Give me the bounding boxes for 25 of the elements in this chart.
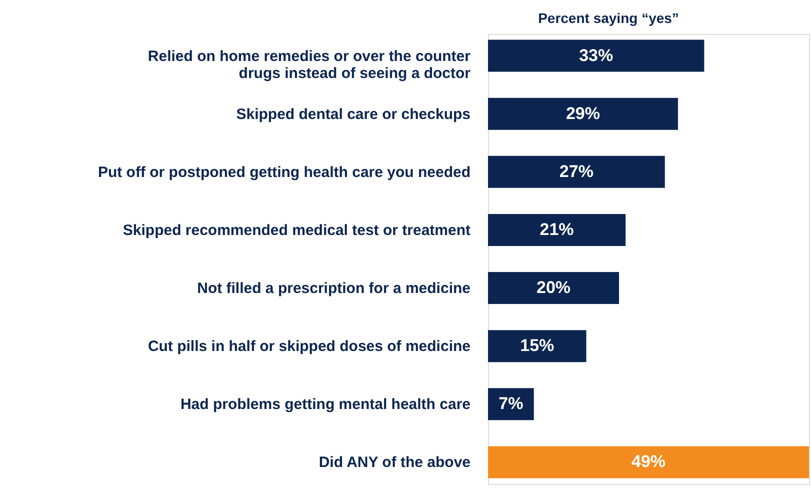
y-tick-label: Had problems getting mental health care — [180, 396, 470, 414]
bar — [488, 272, 620, 304]
data-label: 15% — [520, 336, 554, 356]
bar — [488, 388, 534, 420]
data-label: 7% — [498, 394, 524, 414]
bar — [488, 98, 678, 130]
y-tick-label: Skipped recommended medical test or treatment — [122, 222, 470, 239]
data-label: 33% — [579, 46, 614, 65]
data-label: 49% — [631, 452, 666, 472]
y-tick-label: Put off or postponed getting health care you needed — [98, 164, 470, 181]
y-tick-label: Relied on home remedies or over the counter drugs instead of seeing a doctor — [148, 48, 471, 82]
data-label: 21% — [540, 220, 574, 239]
data-label: 29% — [566, 104, 600, 123]
y-tick-label: Not filled a prescription for a medicine — [197, 280, 470, 298]
y-tick-label: Skipped dental care or checkups — [236, 106, 470, 123]
bar — [488, 446, 809, 478]
bar — [488, 40, 704, 72]
chart-title: Percent saying “yes” — [538, 10, 679, 26]
data-label: 20% — [536, 278, 571, 298]
bar — [488, 330, 586, 362]
bar — [488, 156, 665, 188]
y-tick-label: Cut pills in half or skipped doses of medicine — [148, 338, 470, 356]
bar — [488, 214, 626, 246]
y-tick-label: Did ANY of the above — [318, 454, 470, 472]
data-label: 27% — [559, 162, 594, 181]
